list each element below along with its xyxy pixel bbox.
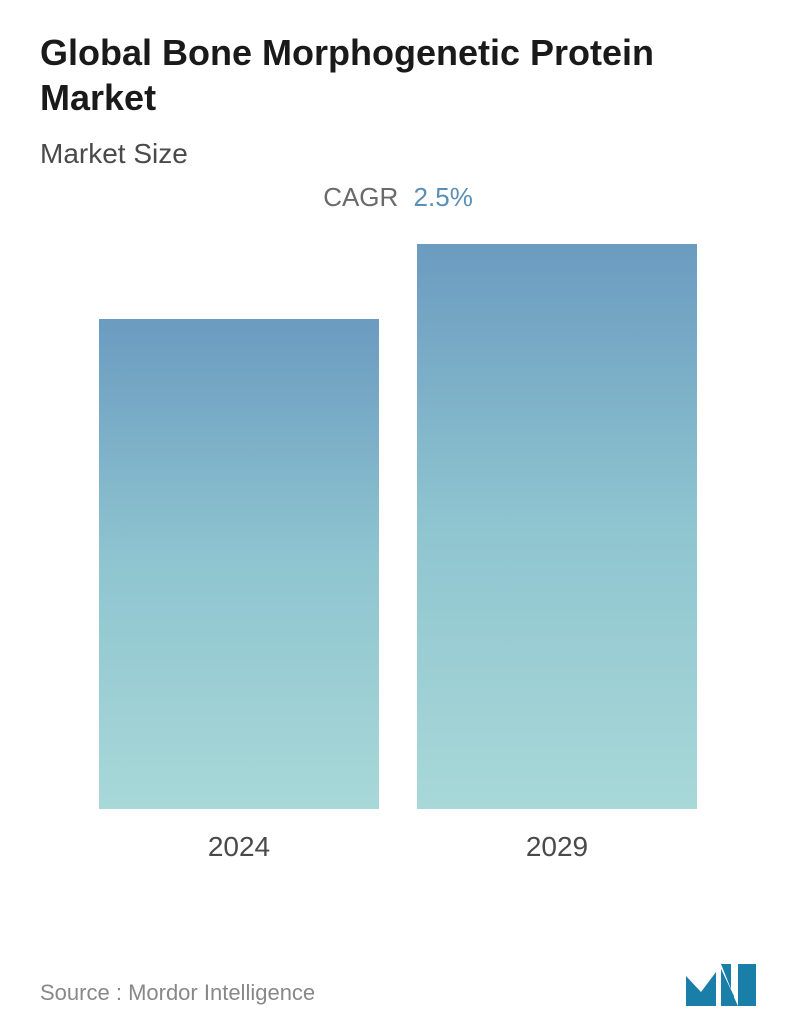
bar-label-0: 2024	[208, 831, 270, 863]
chart-title: Global Bone Morphogenetic Protein Market	[40, 30, 756, 120]
chart-subtitle: Market Size	[40, 138, 756, 170]
cagr-label: CAGR	[323, 182, 398, 212]
bar-1	[417, 244, 697, 809]
cagr-row: CAGR 2.5%	[40, 182, 756, 213]
source-name-value: Mordor Intelligence	[128, 980, 315, 1005]
bar-0	[99, 319, 379, 809]
logo	[686, 964, 756, 1006]
footer: Source : Mordor Intelligence	[40, 964, 756, 1006]
cagr-value: 2.5%	[414, 182, 473, 212]
logo-icon	[686, 964, 756, 1006]
bar-label-1: 2029	[526, 831, 588, 863]
source-label: Source :	[40, 980, 122, 1005]
source-text: Source : Mordor Intelligence	[40, 980, 315, 1006]
bar-wrapper-0: 2024	[99, 319, 379, 863]
bar-wrapper-1: 2029	[417, 244, 697, 863]
chart-area: 2024 2029	[40, 243, 756, 863]
